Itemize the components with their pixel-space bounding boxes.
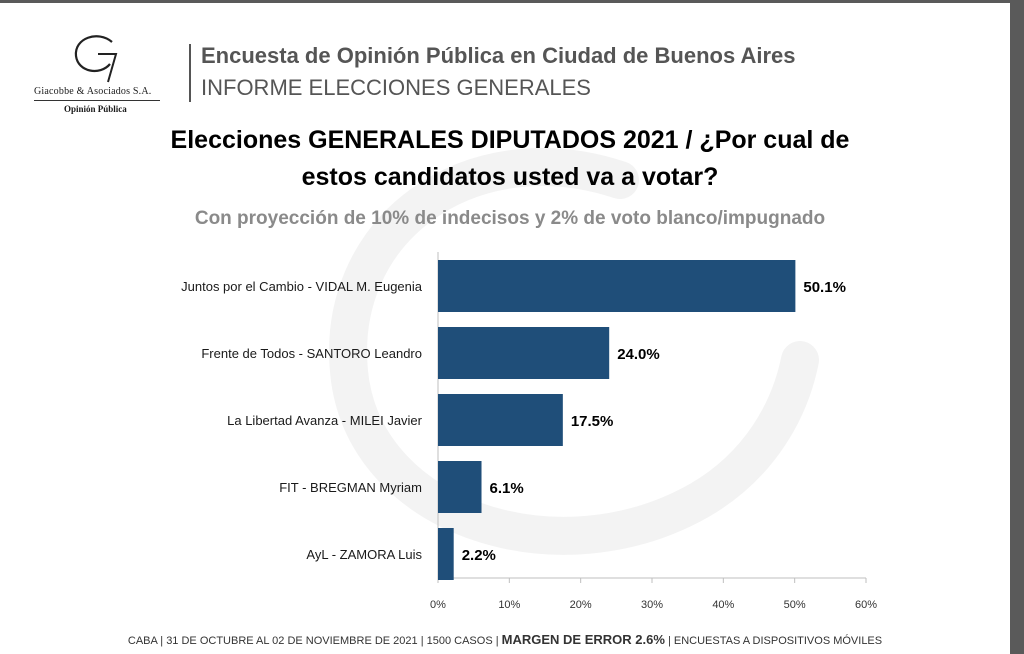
company-logo: Giacobbe & Asociados S.A. Opinión Públic… xyxy=(28,28,168,118)
x-tick-label: 0% xyxy=(430,599,446,611)
category-label: Frente de Todos - SANTORO Leandro xyxy=(201,346,422,361)
data-label: 50.1% xyxy=(803,279,846,296)
x-tick-label: 40% xyxy=(712,599,734,611)
logo-subtitle: Opinión Pública xyxy=(64,104,127,114)
data-label: 17.5% xyxy=(571,413,614,430)
data-label: 2.2% xyxy=(462,547,496,564)
chart-title: Elecciones GENERALES DIPUTADOS 2021 / ¿P… xyxy=(170,126,850,191)
chart-subtitle: Con proyección de 10% de indecisos y 2% … xyxy=(194,208,826,229)
bar-chart: 0% 10% 20% 30% 40% 50% 60% Juntos por el Cambio… xyxy=(181,252,877,611)
x-tick-label: 60% xyxy=(855,599,877,611)
logo-company-name: Giacobbe & Asociados S.A. xyxy=(34,86,152,97)
bar xyxy=(438,260,796,312)
bar xyxy=(438,461,482,513)
data-label: 6.1% xyxy=(490,480,524,497)
footer-method: | ENCUESTAS A DISPOSITIVOS MÓVILES xyxy=(667,635,883,647)
x-tick-label: 50% xyxy=(784,599,806,611)
x-tick-label: 30% xyxy=(641,599,663,611)
logo-divider xyxy=(34,100,160,101)
bar xyxy=(438,394,563,446)
header-divider xyxy=(189,44,191,102)
category-label: FIT - BREGMAN Myriam xyxy=(279,480,422,495)
footer-margin-of-error: MARGEN DE ERROR 2.6% xyxy=(501,632,665,647)
window-frame-right xyxy=(1010,0,1024,654)
x-tick-label: 10% xyxy=(498,599,520,611)
bar xyxy=(438,528,454,580)
bar xyxy=(438,327,610,379)
logo-mark-icon xyxy=(74,35,118,83)
window-frame-top xyxy=(0,0,1024,3)
report-subtitle: INFORME ELECCIONES GENERALES xyxy=(201,75,591,100)
category-label: AyL - ZAMORA Luis xyxy=(306,547,422,562)
data-label: 24.0% xyxy=(617,346,660,363)
footer-info: CABA | 31 DE OCTUBRE AL 02 DE NOVIEMBRE … xyxy=(127,635,499,647)
footer: CABA | 31 DE OCTUBRE AL 02 DE NOVIEMBRE … xyxy=(0,632,1010,647)
report-title: Encuesta de Opinión Pública en Ciudad de… xyxy=(201,43,796,68)
x-tick-label: 20% xyxy=(570,599,592,611)
category-label: La Libertad Avanza - MILEI Javier xyxy=(227,413,423,428)
category-label: Juntos por el Cambio - VIDAL M. Eugenia xyxy=(181,279,423,294)
